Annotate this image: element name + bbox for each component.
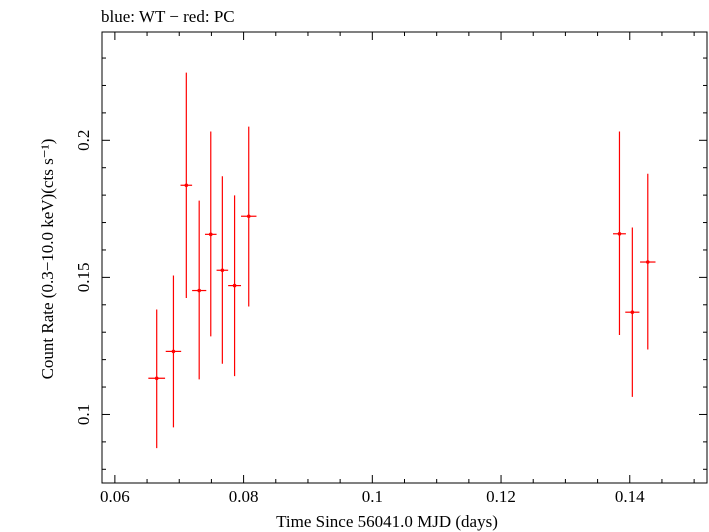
- data-point: [228, 195, 242, 377]
- point-marker: [171, 349, 176, 354]
- point-marker: [246, 214, 251, 219]
- x-tick-label: 0.06: [100, 487, 130, 506]
- point-marker: [617, 231, 622, 236]
- point-marker: [220, 268, 225, 273]
- x-axis-label: Time Since 56041.0 MJD (days): [276, 512, 498, 531]
- data-point: [192, 200, 207, 380]
- point-marker: [645, 260, 650, 264]
- y-tick-label: 0.2: [74, 130, 93, 151]
- point-marker: [232, 283, 237, 288]
- data-point: [640, 173, 656, 350]
- data-points: [148, 72, 656, 449]
- y-axis: 0.1 0.15 0.2: [74, 57, 707, 470]
- x-tick-label: 0.1: [362, 487, 383, 506]
- y-tick-label: 0.1: [74, 404, 93, 425]
- point-marker: [197, 288, 201, 293]
- plot-frame: [101, 31, 708, 484]
- data-point: [625, 227, 640, 397]
- x-axis: 0.06 0.08 0.1 0.12 0.14: [100, 32, 695, 506]
- point-marker: [154, 376, 159, 381]
- data-point: [613, 131, 626, 335]
- data-point: [216, 176, 229, 364]
- data-point: [165, 275, 182, 428]
- data-point: [148, 309, 166, 449]
- data-point: [180, 72, 193, 298]
- data-point: [204, 131, 217, 337]
- x-tick-label: 0.14: [615, 487, 645, 506]
- chart-title: blue: WT − red: PC: [101, 7, 235, 26]
- point-marker: [184, 183, 189, 188]
- y-axis-label: Count Rate (0.3−10.0 keV)(cts s⁻¹): [38, 139, 57, 380]
- point-marker: [630, 310, 635, 314]
- x-tick-label: 0.12: [486, 487, 516, 506]
- x-tick-label: 0.08: [229, 487, 259, 506]
- data-point: [241, 126, 257, 307]
- y-tick-label: 0.15: [74, 263, 93, 293]
- point-marker: [208, 232, 213, 237]
